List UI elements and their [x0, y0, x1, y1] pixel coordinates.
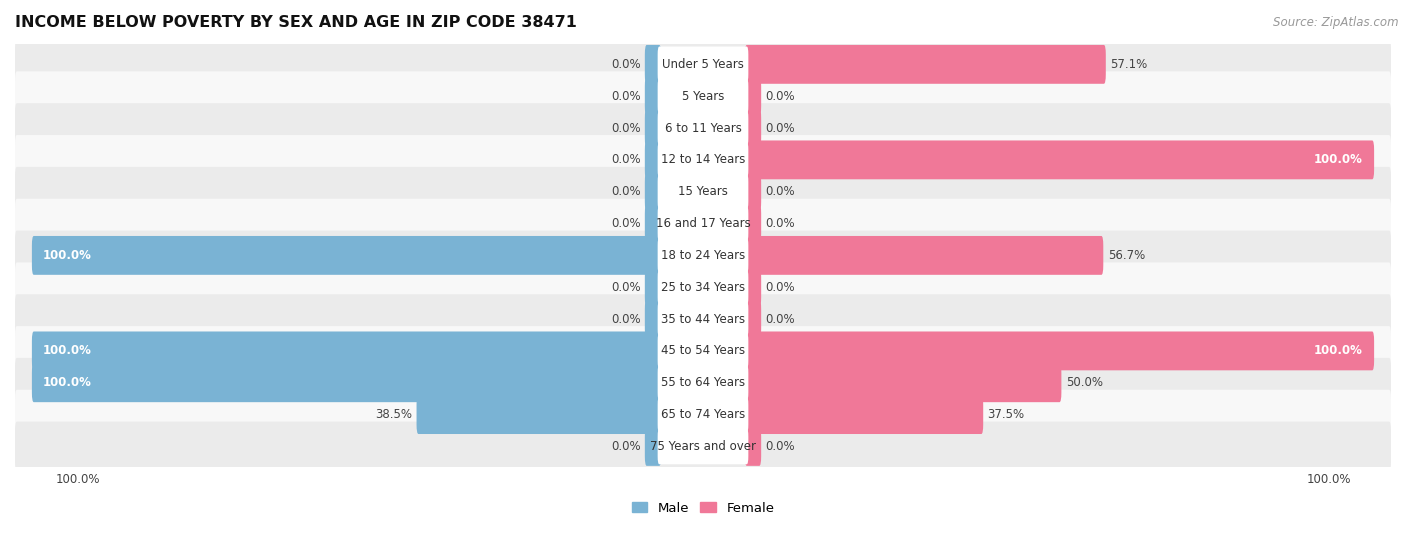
- Text: 0.0%: 0.0%: [610, 217, 641, 230]
- FancyBboxPatch shape: [645, 109, 661, 147]
- FancyBboxPatch shape: [645, 427, 661, 466]
- Text: INCOME BELOW POVERTY BY SEX AND AGE IN ZIP CODE 38471: INCOME BELOW POVERTY BY SEX AND AGE IN Z…: [15, 15, 576, 30]
- FancyBboxPatch shape: [745, 395, 983, 434]
- Text: 55 to 64 Years: 55 to 64 Years: [661, 376, 745, 389]
- Text: 0.0%: 0.0%: [610, 440, 641, 453]
- Text: 56.7%: 56.7%: [1108, 249, 1144, 262]
- Text: 57.1%: 57.1%: [1111, 58, 1147, 71]
- FancyBboxPatch shape: [645, 204, 661, 243]
- FancyBboxPatch shape: [15, 389, 1391, 439]
- Text: 0.0%: 0.0%: [765, 185, 796, 198]
- Text: 15 Years: 15 Years: [678, 185, 728, 198]
- FancyBboxPatch shape: [645, 141, 661, 179]
- FancyBboxPatch shape: [645, 268, 661, 307]
- FancyBboxPatch shape: [658, 110, 748, 146]
- Text: 0.0%: 0.0%: [765, 90, 796, 103]
- Text: 0.0%: 0.0%: [765, 312, 796, 325]
- FancyBboxPatch shape: [15, 326, 1391, 376]
- FancyBboxPatch shape: [15, 40, 1391, 89]
- FancyBboxPatch shape: [32, 236, 661, 275]
- FancyBboxPatch shape: [745, 172, 761, 211]
- FancyBboxPatch shape: [15, 199, 1391, 248]
- FancyBboxPatch shape: [745, 77, 761, 116]
- FancyBboxPatch shape: [15, 167, 1391, 217]
- FancyBboxPatch shape: [745, 300, 761, 339]
- FancyBboxPatch shape: [658, 46, 748, 82]
- Text: 12 to 14 Years: 12 to 14 Years: [661, 153, 745, 166]
- Text: 0.0%: 0.0%: [610, 90, 641, 103]
- Text: 100.0%: 100.0%: [44, 376, 91, 389]
- Text: 100.0%: 100.0%: [1315, 344, 1362, 358]
- Text: 5 Years: 5 Years: [682, 90, 724, 103]
- FancyBboxPatch shape: [15, 262, 1391, 312]
- FancyBboxPatch shape: [15, 422, 1391, 472]
- Text: 0.0%: 0.0%: [610, 185, 641, 198]
- Text: 0.0%: 0.0%: [765, 122, 796, 134]
- Text: 0.0%: 0.0%: [765, 281, 796, 294]
- FancyBboxPatch shape: [745, 45, 1105, 84]
- FancyBboxPatch shape: [658, 365, 748, 401]
- FancyBboxPatch shape: [745, 109, 761, 147]
- FancyBboxPatch shape: [658, 429, 748, 464]
- FancyBboxPatch shape: [32, 331, 661, 371]
- FancyBboxPatch shape: [745, 268, 761, 307]
- FancyBboxPatch shape: [745, 236, 1104, 275]
- Text: 6 to 11 Years: 6 to 11 Years: [665, 122, 741, 134]
- Text: 0.0%: 0.0%: [610, 122, 641, 134]
- FancyBboxPatch shape: [15, 294, 1391, 344]
- Text: 38.5%: 38.5%: [375, 408, 412, 421]
- FancyBboxPatch shape: [658, 397, 748, 432]
- Text: Under 5 Years: Under 5 Years: [662, 58, 744, 71]
- Text: 0.0%: 0.0%: [610, 281, 641, 294]
- FancyBboxPatch shape: [15, 71, 1391, 121]
- Text: 0.0%: 0.0%: [610, 58, 641, 71]
- FancyBboxPatch shape: [658, 174, 748, 210]
- Text: 0.0%: 0.0%: [610, 312, 641, 325]
- FancyBboxPatch shape: [645, 77, 661, 116]
- Text: 100.0%: 100.0%: [1315, 153, 1362, 166]
- FancyBboxPatch shape: [15, 135, 1391, 185]
- FancyBboxPatch shape: [745, 141, 1374, 179]
- Legend: Male, Female: Male, Female: [626, 496, 780, 520]
- Text: 35 to 44 Years: 35 to 44 Years: [661, 312, 745, 325]
- FancyBboxPatch shape: [658, 270, 748, 305]
- FancyBboxPatch shape: [32, 363, 661, 402]
- Text: 37.5%: 37.5%: [987, 408, 1025, 421]
- FancyBboxPatch shape: [416, 395, 661, 434]
- FancyBboxPatch shape: [15, 358, 1391, 407]
- Text: Source: ZipAtlas.com: Source: ZipAtlas.com: [1274, 16, 1399, 28]
- Text: 0.0%: 0.0%: [610, 153, 641, 166]
- FancyBboxPatch shape: [645, 45, 661, 84]
- FancyBboxPatch shape: [645, 300, 661, 339]
- FancyBboxPatch shape: [658, 301, 748, 337]
- Text: 75 Years and over: 75 Years and over: [650, 440, 756, 453]
- Text: 18 to 24 Years: 18 to 24 Years: [661, 249, 745, 262]
- FancyBboxPatch shape: [745, 363, 1062, 402]
- FancyBboxPatch shape: [658, 206, 748, 242]
- Text: 100.0%: 100.0%: [44, 344, 91, 358]
- Text: 25 to 34 Years: 25 to 34 Years: [661, 281, 745, 294]
- Text: 0.0%: 0.0%: [765, 217, 796, 230]
- FancyBboxPatch shape: [745, 204, 761, 243]
- Text: 65 to 74 Years: 65 to 74 Years: [661, 408, 745, 421]
- Text: 100.0%: 100.0%: [44, 249, 91, 262]
- Text: 45 to 54 Years: 45 to 54 Years: [661, 344, 745, 358]
- FancyBboxPatch shape: [658, 142, 748, 177]
- FancyBboxPatch shape: [745, 427, 761, 466]
- Text: 16 and 17 Years: 16 and 17 Years: [655, 217, 751, 230]
- Text: 0.0%: 0.0%: [765, 440, 796, 453]
- FancyBboxPatch shape: [658, 333, 748, 369]
- Text: 50.0%: 50.0%: [1066, 376, 1102, 389]
- FancyBboxPatch shape: [658, 78, 748, 114]
- FancyBboxPatch shape: [15, 230, 1391, 280]
- FancyBboxPatch shape: [645, 172, 661, 211]
- FancyBboxPatch shape: [658, 238, 748, 273]
- FancyBboxPatch shape: [15, 103, 1391, 153]
- FancyBboxPatch shape: [745, 331, 1374, 371]
